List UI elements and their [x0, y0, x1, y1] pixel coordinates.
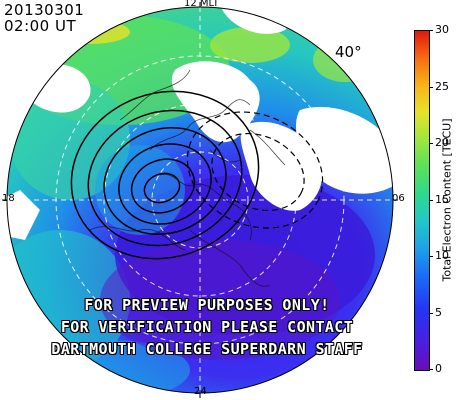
- time-label: 02:00 UT: [4, 17, 77, 35]
- colorbar-tick: [429, 86, 433, 88]
- colorbar-tick-label: 30: [435, 23, 449, 36]
- colorbar-tick-label: 10: [435, 249, 449, 262]
- latitude-label: 40°: [335, 43, 362, 61]
- mlt-ticks: [2, 2, 398, 398]
- date-label: 20130301: [4, 1, 85, 19]
- colorbar-tick: [429, 30, 433, 31]
- colorbar-tick: [429, 369, 433, 370]
- mlt-label-top: 12 MLT: [184, 0, 219, 9]
- colorbar: [414, 30, 430, 371]
- colorbar-tick-label: 20: [435, 136, 449, 149]
- mlt-label-bottom: 24: [194, 386, 207, 397]
- colorbar-tick: [429, 199, 433, 201]
- mlt-grid: [7, 7, 393, 393]
- colorbar-tick: [429, 256, 433, 257]
- colorbar-title: Total Electron Content [TECU]: [440, 118, 454, 282]
- potential-contours: [70, 90, 260, 260]
- dawn-contours: [186, 111, 324, 229]
- watermark-line-1: FOR PREVIEW PURPOSES ONLY!: [84, 296, 330, 314]
- colorbar-tick-label: 0: [435, 362, 442, 375]
- watermark-line-2: FOR VERIFICATION PLEASE CONTACT: [60, 318, 354, 336]
- watermark-line-3: DARTMOUTH COLLEGE SUPERDARN STAFF: [51, 340, 363, 358]
- colorbar-tick-label: 15: [435, 192, 449, 206]
- colorbar-tick: [429, 143, 433, 144]
- colorbar-tick-label: 25: [435, 79, 449, 93]
- mlt-label-right: 06: [392, 193, 405, 204]
- mlt-label-left: 18: [2, 193, 15, 204]
- colorbar-tick: [429, 312, 433, 314]
- colorbar-tick-label: 5: [435, 305, 442, 319]
